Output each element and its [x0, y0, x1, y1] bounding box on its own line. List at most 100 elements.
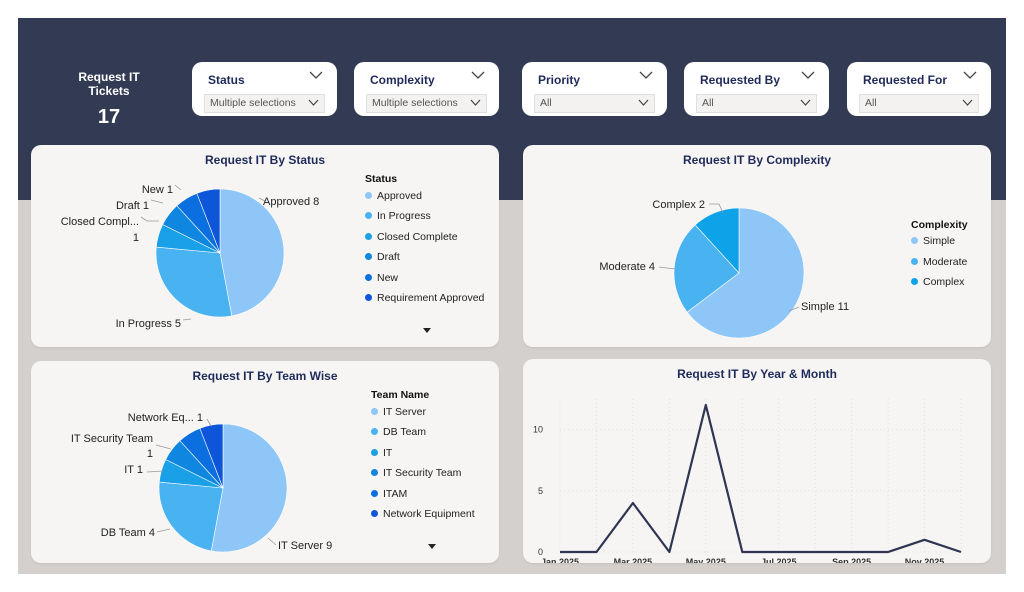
- pie-slice-simple[interactable]: [686, 207, 805, 339]
- pie-slice-it-server[interactable]: [210, 423, 288, 553]
- line-point[interactable]: [776, 549, 782, 555]
- chart-title: Request IT By Year & Month: [677, 367, 837, 381]
- x-tick-label: Sep 2025: [832, 557, 871, 563]
- chart-title: Request IT By Complexity: [682, 153, 832, 167]
- slicer-title: Requested For: [863, 73, 948, 87]
- slicer-title: Priority: [538, 73, 581, 87]
- legend-more-arrow-icon[interactable]: [428, 544, 436, 549]
- card-complexity: Request IT By Complexity Simple 11 Modera…: [523, 145, 991, 347]
- line-point[interactable]: [666, 549, 672, 555]
- pie-slice-complex[interactable]: [694, 207, 740, 274]
- line-point[interactable]: [593, 549, 599, 555]
- slicer-complexity[interactable]: Complexity Multiple selections: [354, 62, 499, 116]
- data-label: Simple 11: [801, 301, 849, 313]
- line-point[interactable]: [885, 549, 891, 555]
- legend-item[interactable]: IT Server: [371, 406, 426, 418]
- data-label: 1: [133, 232, 139, 244]
- legend-item[interactable]: IT: [371, 447, 392, 459]
- pie-chart-status: Approved 8 In Progress 5 Closed Compl... 1 D…: [61, 184, 320, 330]
- line-series[interactable]: [560, 403, 962, 554]
- slicer-dropdown[interactable]: All: [859, 94, 979, 113]
- pie-chart-team: IT Server 9 DB Team 4 IT 1 IT Security Team…: [71, 412, 332, 553]
- legend-item[interactable]: Complex: [911, 276, 964, 288]
- data-label: IT Security Team: [71, 433, 153, 445]
- slicer-title: Status: [208, 73, 245, 87]
- y-tick-label: 0: [538, 547, 543, 557]
- legend-item[interactable]: ITAM: [371, 488, 407, 500]
- line-point[interactable]: [739, 549, 745, 555]
- slicer-requested-by[interactable]: Requested By All: [684, 62, 829, 116]
- slicer-value: Multiple selections: [210, 97, 296, 109]
- legend-item[interactable]: Draft: [365, 251, 400, 263]
- chevron-down-icon[interactable]: [639, 70, 653, 80]
- pie-slice-approved[interactable]: [219, 188, 285, 317]
- kpi-card: Request IT Tickets 17: [58, 70, 160, 129]
- chevron-down-icon: [962, 99, 973, 106]
- card-team-wise: Request IT By Team Wise IT Server 9 DB Te…: [31, 361, 499, 563]
- slicer-status[interactable]: Status Multiple selections: [192, 62, 337, 116]
- chevron-down-icon[interactable]: [801, 70, 815, 80]
- legend-item[interactable]: Closed Complete: [365, 231, 458, 243]
- data-label: Draft 1: [116, 200, 149, 212]
- label-leader-line: [150, 199, 164, 204]
- legend-item[interactable]: IT Security Team: [371, 467, 461, 479]
- slicer-dropdown[interactable]: All: [696, 94, 817, 113]
- slicer-dropdown[interactable]: Multiple selections: [204, 94, 325, 113]
- slicer-value: All: [540, 97, 552, 109]
- data-label: Complex 2: [652, 199, 705, 211]
- slicer-dropdown[interactable]: Multiple selections: [366, 94, 487, 113]
- label-leader-line: [155, 444, 172, 450]
- line-point[interactable]: [922, 537, 928, 543]
- line-point[interactable]: [557, 549, 563, 555]
- legend-item[interactable]: In Progress: [365, 210, 431, 222]
- chevron-down-icon[interactable]: [309, 70, 323, 80]
- slicer-title: Requested By: [700, 73, 781, 87]
- card-status: Request IT By Status Approved 8 In Progre…: [31, 145, 499, 347]
- chevron-down-icon: [638, 99, 649, 106]
- chevron-down-icon: [800, 99, 811, 106]
- data-label: 1: [147, 448, 153, 460]
- data-label: Closed Compl...: [61, 216, 139, 228]
- kpi-title: Request IT Tickets: [78, 70, 140, 98]
- legend-item[interactable]: Requirement Approved: [365, 292, 484, 304]
- pie-slice-in-progress[interactable]: [155, 246, 233, 318]
- line-point[interactable]: [812, 549, 818, 555]
- legend-more-arrow-icon[interactable]: [423, 328, 431, 333]
- chevron-down-icon[interactable]: [471, 70, 485, 80]
- line-point[interactable]: [958, 549, 964, 555]
- chart-title: Request IT By Team Wise: [192, 369, 338, 383]
- legend-item[interactable]: Network Equipment: [371, 508, 475, 520]
- label-leader-line: [206, 418, 212, 427]
- line-point[interactable]: [630, 500, 636, 506]
- line-point[interactable]: [849, 549, 855, 555]
- label-leader-line: [267, 537, 277, 546]
- y-tick-label: 5: [538, 486, 543, 496]
- legend-item[interactable]: Approved: [365, 190, 422, 202]
- chevron-down-icon[interactable]: [963, 70, 977, 80]
- slicer-priority[interactable]: Priority All: [522, 62, 667, 116]
- line-point[interactable]: [703, 402, 709, 408]
- legend-item[interactable]: DB Team: [371, 426, 426, 438]
- label-leader-line: [709, 203, 724, 214]
- card-year-month: Request IT By Year & Month 0 5 10 Jan 2025 M…: [523, 359, 991, 563]
- pie-slice-network-equipment[interactable]: [199, 423, 224, 489]
- pie-slice-requirement-approved[interactable]: [196, 188, 221, 254]
- chart-title: Request IT By Status: [204, 153, 326, 167]
- legend-item[interactable]: New: [365, 272, 398, 284]
- legend-title: Team Name: [371, 389, 430, 401]
- legend-item[interactable]: Simple: [911, 235, 955, 247]
- label-leader-line: [156, 528, 171, 533]
- chevron-down-icon: [308, 99, 319, 106]
- label-leader-line: [658, 266, 676, 270]
- data-label: Network Eq... 1: [128, 412, 203, 424]
- pie-slice-moderate[interactable]: [673, 224, 740, 313]
- legend-item[interactable]: Moderate: [911, 256, 967, 268]
- label-leader-line: [174, 184, 182, 191]
- pie-slice-db-team[interactable]: [158, 481, 224, 552]
- x-tick-label: Mar 2025: [614, 557, 653, 563]
- slicer-value: All: [865, 97, 877, 109]
- slicer-dropdown[interactable]: All: [534, 94, 655, 113]
- slicer-title: Complexity: [370, 73, 435, 87]
- slicer-requested-for[interactable]: Requested For All: [847, 62, 991, 116]
- slicer-value: Multiple selections: [372, 97, 458, 109]
